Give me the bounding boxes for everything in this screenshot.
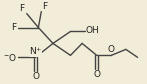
Text: O: O [108,45,115,54]
Text: F: F [42,2,47,11]
Text: F: F [19,4,24,13]
Text: O: O [33,72,40,81]
Text: O: O [94,70,101,79]
Text: F: F [11,23,16,32]
Text: $^{-}$O: $^{-}$O [3,52,17,63]
Text: OH: OH [86,26,100,35]
Text: N$^{+}$: N$^{+}$ [29,45,42,57]
